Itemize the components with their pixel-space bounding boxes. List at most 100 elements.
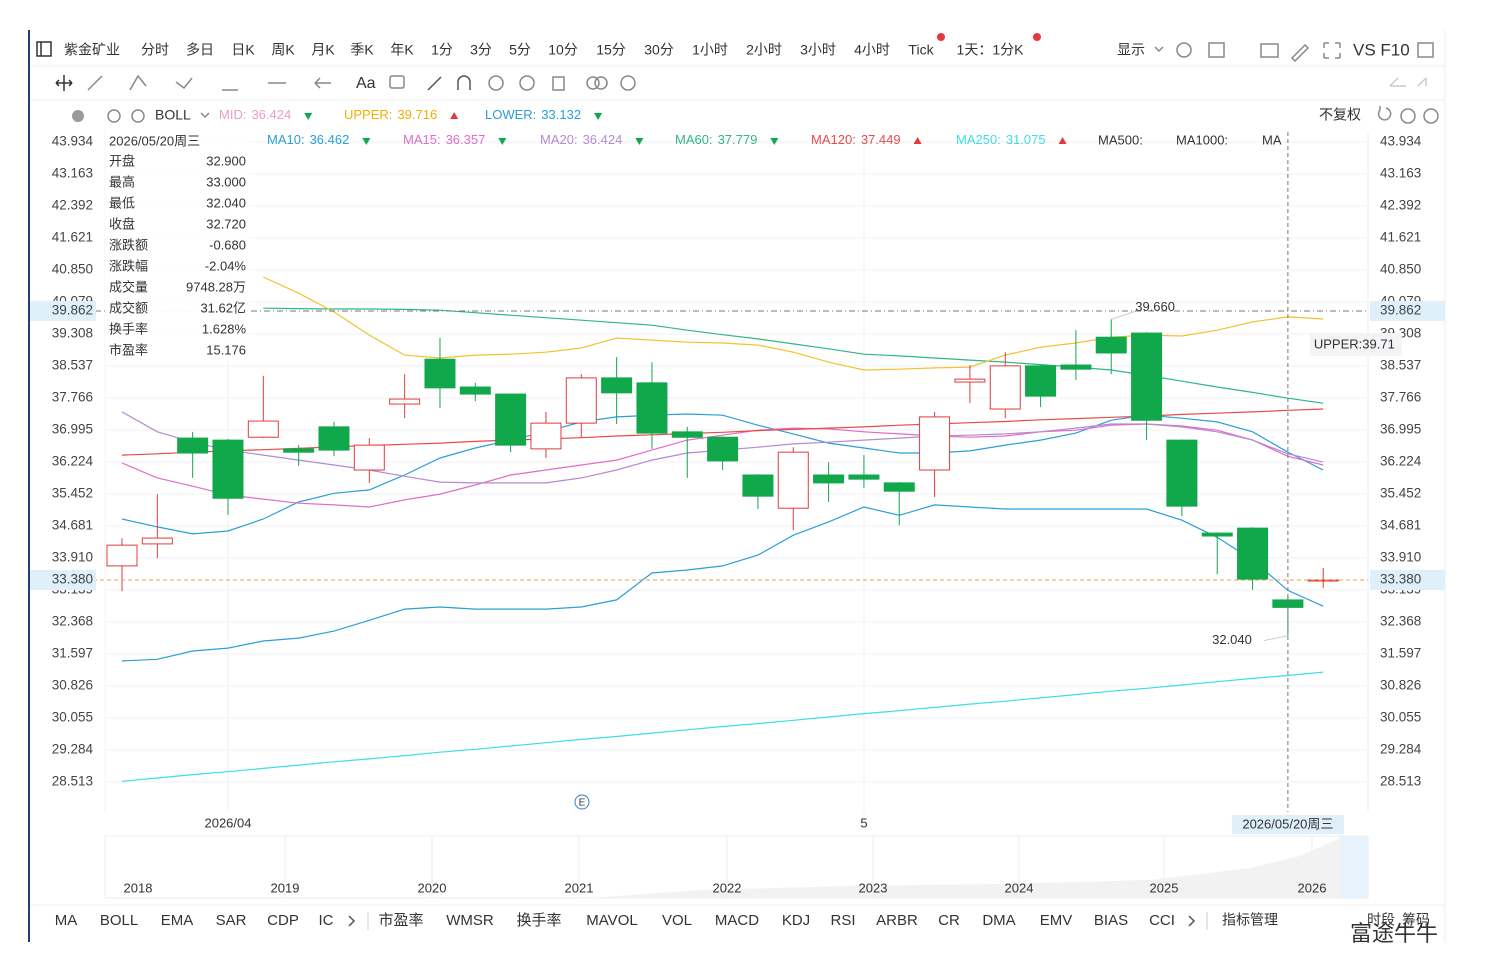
draw-icons[interactable] [427, 75, 471, 91]
indicator-name[interactable]: BOLL [155, 107, 191, 123]
indicator-tab[interactable]: MACD [715, 912, 759, 929]
link-icon [594, 76, 608, 90]
reset-icon[interactable] [1377, 106, 1392, 121]
trend-icon [498, 138, 507, 145]
y-tick-label: 37.766 [52, 390, 93, 405]
indicator-tab[interactable]: BOLL [100, 912, 138, 929]
indicator-tab[interactable]: CCI [1149, 912, 1175, 929]
zoom-in[interactable] [1423, 108, 1439, 124]
y-tick-label-right: 34.681 [1380, 518, 1421, 533]
hide-icon[interactable] [519, 75, 535, 91]
indicator-line [121, 671, 1324, 782]
zoom-out[interactable] [1400, 108, 1416, 124]
indicator-tab[interactable]: WMSR [446, 912, 494, 929]
move-icon[interactable] [55, 75, 73, 91]
legend-value: 37.779 [718, 132, 758, 147]
chevron[interactable] [348, 915, 1196, 927]
period-tab[interactable]: 10分 [548, 42, 578, 58]
info-label: 收盘 [109, 216, 135, 231]
legend-entry: MA10: 36.462 [267, 132, 349, 147]
display-menu[interactable]: 显示 [1117, 42, 1145, 58]
candle-body [106, 544, 138, 567]
legend-value: 36.357 [446, 132, 486, 147]
indicator-tab[interactable]: BIAS [1094, 912, 1128, 929]
candle-body [1060, 364, 1092, 370]
period-tab[interactable]: 15分 [596, 42, 626, 58]
chips-tab[interactable]: 筹码 [1402, 912, 1430, 928]
navigator-window[interactable] [1340, 836, 1368, 898]
tooltip-box [1309, 333, 1402, 356]
event-marker[interactable] [574, 794, 590, 810]
fullscreen-icon[interactable] [1323, 42, 1341, 59]
indicator-tab[interactable]: 市盈率 [378, 912, 423, 929]
compare-menu[interactable]: VS F10 [1353, 40, 1410, 59]
indicator-tab[interactable]: DMA [982, 912, 1015, 929]
legend-name: UPPER: [344, 107, 392, 122]
collapse-icon[interactable] [72, 110, 84, 122]
indicator-tab[interactable]: MAVOL [586, 912, 637, 929]
period-tab[interactable]: 3小时 [800, 42, 836, 58]
settings-icon[interactable] [620, 75, 636, 91]
indicator-tab[interactable]: CR [938, 912, 960, 929]
text-tool[interactable]: Aa [356, 75, 376, 92]
panel-icon[interactable] [1417, 42, 1434, 58]
period-tab[interactable]: 1天：1分K [957, 42, 1025, 58]
y-tick-label: 34.681 [52, 518, 93, 533]
layout-icon[interactable] [1208, 42, 1225, 58]
manage-tab[interactable]: 指标管理 [1222, 912, 1278, 928]
indicator-tab[interactable]: MA [55, 912, 78, 929]
session-tab[interactable]: 时段 [1367, 912, 1395, 928]
indicator-tab[interactable]: SAR [216, 912, 247, 929]
sidebar-icon[interactable] [36, 41, 52, 57]
indicator-line [121, 413, 1324, 535]
link-icon[interactable] [586, 76, 600, 90]
period-tab[interactable]: 日K [231, 42, 255, 58]
indicator-tab[interactable]: KDJ [782, 912, 810, 929]
badge [1033, 33, 1041, 41]
close-icon[interactable] [131, 109, 145, 123]
note-icon[interactable] [389, 75, 405, 89]
period-tab[interactable]: 4小时 [854, 42, 890, 58]
trash-icon[interactable] [552, 76, 565, 91]
indicator-tab[interactable]: EMA [161, 912, 194, 929]
period-tab[interactable]: 周K [271, 42, 295, 58]
period-tab[interactable]: 多日 [186, 42, 214, 58]
indicator-tab[interactable]: EMV [1040, 912, 1073, 929]
indicator-tab[interactable]: ARBR [876, 912, 918, 929]
period-tab[interactable]: 30分 [644, 42, 674, 58]
y-tick-label: 28.513 [52, 774, 93, 789]
period-tab[interactable]: 3分 [470, 42, 492, 58]
indicator-tab[interactable]: CDP [267, 912, 299, 929]
period-tab[interactable]: 分时 [141, 42, 169, 58]
draw-icons[interactable] [87, 74, 331, 91]
settings-icon[interactable] [107, 109, 121, 123]
period-tab[interactable]: 季K [350, 42, 374, 58]
y-tick-label: 31.597 [52, 646, 93, 661]
indicator-tab[interactable]: RSI [830, 912, 855, 929]
y-tick-label-right: 36.224 [1380, 454, 1422, 469]
legend-entry: MA120: 37.449 [811, 132, 901, 147]
indicator-tab[interactable]: 换手率 [516, 912, 561, 929]
period-tab[interactable]: 年K [390, 42, 414, 58]
pen-icon[interactable] [1290, 43, 1310, 63]
undo-redo[interactable] [1389, 77, 1427, 87]
period-tab[interactable]: 2小时 [746, 42, 782, 58]
period-tab[interactable]: 5分 [509, 42, 531, 58]
period-tab[interactable]: 1小时 [692, 42, 728, 58]
indicator-tab[interactable]: VOL [662, 912, 692, 929]
chevron[interactable] [200, 46, 1164, 119]
indicator-tab[interactable]: IC [319, 912, 334, 929]
period-tab[interactable]: 月K [311, 42, 335, 58]
period-tab[interactable]: Tick [908, 42, 934, 58]
legend-value: 39.716 [397, 107, 437, 122]
restore-menu[interactable]: 不复权 [1319, 107, 1361, 123]
settings-icon[interactable] [1176, 42, 1192, 58]
camera-icon[interactable] [1260, 43, 1279, 58]
stock-name[interactable]: 紫金矿业 [64, 42, 120, 58]
candle-body [1237, 527, 1269, 580]
low-leader [1263, 635, 1288, 642]
magnet-icon[interactable] [488, 75, 504, 91]
period-tab[interactable]: 1分 [431, 42, 453, 58]
info-value: -2.04% [205, 258, 247, 273]
candle-body [1095, 336, 1127, 354]
